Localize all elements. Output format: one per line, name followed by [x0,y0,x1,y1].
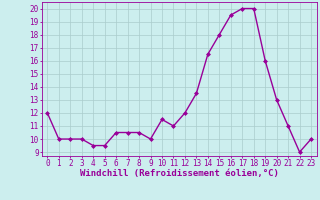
X-axis label: Windchill (Refroidissement éolien,°C): Windchill (Refroidissement éolien,°C) [80,169,279,178]
